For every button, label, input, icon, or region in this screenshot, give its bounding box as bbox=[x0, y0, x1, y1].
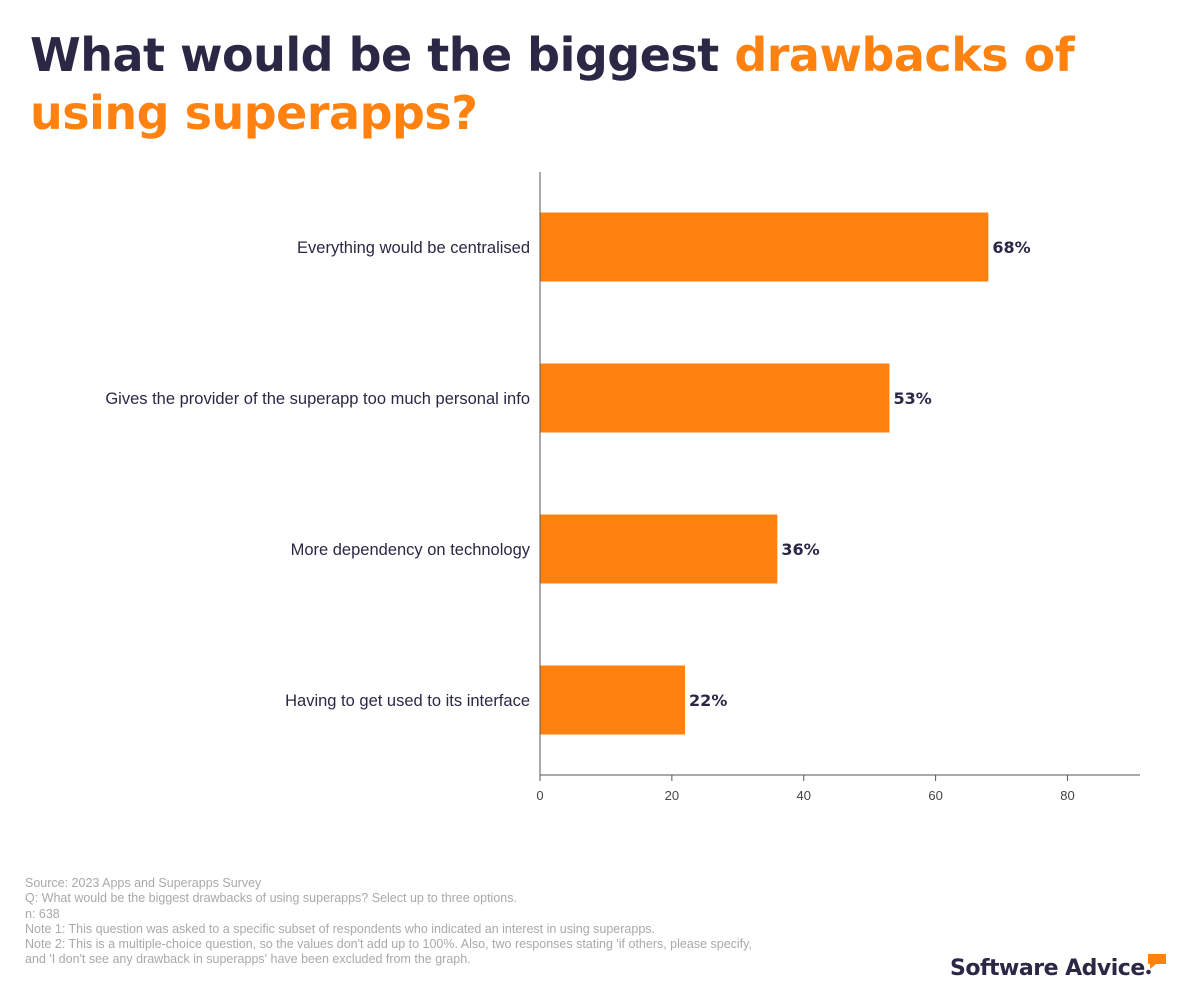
x-tick-label-20: 20 bbox=[665, 788, 679, 803]
bar-2 bbox=[540, 363, 890, 433]
note-1: Note 1: This question was asked to a spe… bbox=[25, 921, 656, 936]
note-2-line-1: Note 2: This is a multiple-choice questi… bbox=[25, 937, 752, 952]
bar-3 bbox=[540, 514, 778, 584]
bars-layer: 68% 53% 36% 22% bbox=[540, 212, 1031, 735]
question-note: Q: What would be the biggest drawbacks o… bbox=[25, 891, 517, 906]
x-ticks-layer: 0 20 40 60 80 bbox=[536, 775, 1075, 803]
software-advice-logo: Software Advice bbox=[950, 952, 1168, 986]
footnotes: Source: 2023 Apps and Superapps Survey Q… bbox=[25, 876, 905, 968]
value-label-1: 68% bbox=[992, 238, 1030, 257]
title-part-dark: What would be the biggest bbox=[30, 28, 735, 82]
category-label-1: Everything would be centralised bbox=[297, 239, 530, 257]
category-labels-layer: Everything would be centralised Gives the… bbox=[105, 239, 530, 710]
value-label-2: 53% bbox=[893, 389, 931, 408]
title-part-accent: drawbacks of using superapps? bbox=[30, 28, 1075, 140]
x-tick-label-60: 60 bbox=[928, 788, 942, 803]
value-label-3: 36% bbox=[781, 540, 819, 559]
bar-chart: 68% 53% 36% 22% 0 20 40 60 80 Everything would … bbox=[105, 172, 1140, 803]
bar-4 bbox=[540, 665, 686, 735]
category-label-3: More dependency on technology bbox=[291, 541, 531, 559]
note-2-line-2: and 'I don't see any drawback in superap… bbox=[25, 952, 471, 967]
logo-text: Software Advice bbox=[950, 956, 1145, 981]
category-label-2: Gives the provider of the superapp too m… bbox=[105, 390, 530, 408]
source-note: Source: 2023 Apps and Superapps Survey bbox=[25, 876, 262, 890]
sample-size-note: n: 638 bbox=[25, 906, 60, 921]
x-tick-label-80: 80 bbox=[1060, 788, 1074, 803]
x-tick-label-40: 40 bbox=[797, 788, 811, 803]
x-tick-label-0: 0 bbox=[536, 788, 543, 803]
chart-title: What would be the biggest drawbacks of u… bbox=[30, 26, 1170, 142]
speech-bubble-icon bbox=[1145, 954, 1166, 975]
value-label-4: 22% bbox=[689, 691, 727, 710]
bar-1 bbox=[540, 212, 989, 282]
category-label-4: Having to get used to its interface bbox=[285, 692, 530, 710]
